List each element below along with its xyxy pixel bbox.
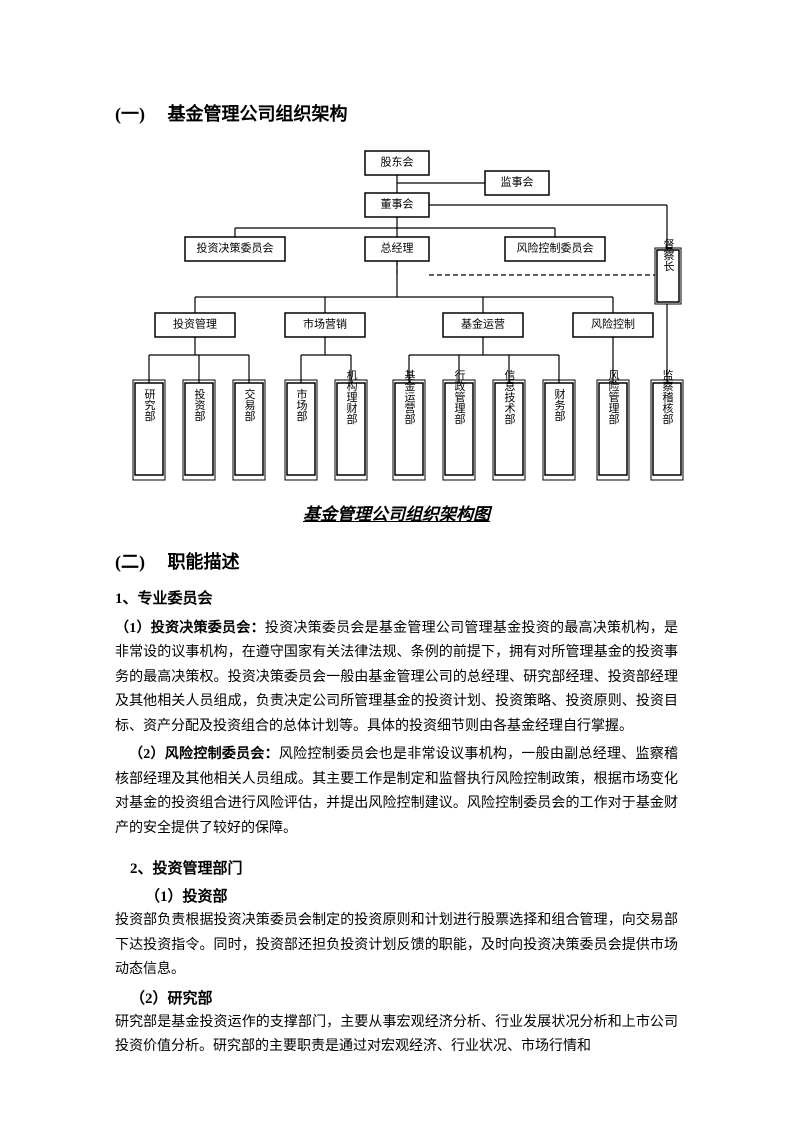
org-chart-svg: 股东会 监事会 董事会 投资决策委员会 总经理 风险控制委员会	[115, 145, 695, 495]
node-gm: 总经理	[381, 240, 414, 254]
node-supervisors: 监事会	[501, 175, 534, 188]
node-dept-8: 财务部	[553, 387, 566, 421]
node-dept-1: 投资部	[193, 387, 206, 421]
s2-2-sub2-body: 研究部是基金投资运作的支撑部门，主要从事宏观经济分析、行业发展状况分析和上市公司…	[115, 1011, 678, 1060]
s2-2-sub1-body: 投资部负责根据投资决策委员会制定的投资原则和计划进行股票选择和组合管理，向交易部…	[115, 909, 678, 983]
node-group-3: 风险控制	[591, 316, 635, 330]
s2-1-p1-indent: （2）风险控制委员会：风险控制委员会也是非常设议事机构，一般由副总经理、监察稽核…	[115, 743, 678, 841]
org-chart-container: 股东会 监事会 董事会 投资决策委员会 总经理 风险控制委员会	[115, 145, 678, 528]
s2-2-title: 2、投资管理部门	[115, 857, 678, 881]
node-dept-6: 行政管理部	[453, 369, 466, 424]
node-dept-0: 研究部	[143, 388, 156, 421]
s2-1-title: 1、专业委员会	[115, 587, 678, 611]
node-group-0: 投资管理	[173, 316, 217, 330]
node-risk-committee: 风险控制委员会	[517, 240, 594, 254]
node-dept-9: 风险管理部	[607, 369, 620, 424]
node-board: 董事会	[381, 197, 414, 210]
chart-caption: 基金管理公司组织架构图	[115, 501, 678, 528]
section-1-title: (一) 基金管理公司组织架构	[115, 100, 678, 129]
section-2-title: (二) 职能描述	[115, 548, 678, 577]
node-invest-committee: 投资决策委员会	[197, 240, 274, 254]
s2-2-sub2-title: （2）研究部	[115, 987, 678, 1011]
s2-2-sub1-title: （1）投资部	[115, 885, 678, 909]
node-inspector: 督察长	[662, 237, 675, 271]
node-dept-2: 交易部	[243, 387, 256, 421]
node-dept-5: 基金运营部	[403, 369, 416, 424]
s2-1-p2-lead: （2）风险控制委员会：	[129, 747, 279, 762]
page-content: (一) 基金管理公司组织架构 股东会 监事会 董事会 投资决策委员会 总经理 风	[115, 100, 678, 1060]
node-group-2: 基金运营	[461, 316, 505, 330]
s2-1-p1-lead: （1）投资决策委员会：	[115, 621, 265, 636]
node-shareholders: 股东会	[381, 155, 414, 168]
node-dept-3: 市场部	[295, 387, 308, 421]
node-group-1: 市场营销	[303, 316, 347, 330]
node-dept-4: 机构理财部	[345, 368, 358, 424]
s2-1-p1-body: 投资决策委员会是基金管理公司管理基金投资的最高决策机构，是非常设的议事机构，在遵…	[115, 621, 678, 734]
s2-1-p1: （1）投资决策委员会：投资决策委员会是基金管理公司管理基金投资的最高决策机构，是…	[115, 617, 678, 740]
node-dept-7: 信息技术部	[503, 369, 516, 424]
node-dept-10: 监察稽核部	[661, 369, 674, 424]
